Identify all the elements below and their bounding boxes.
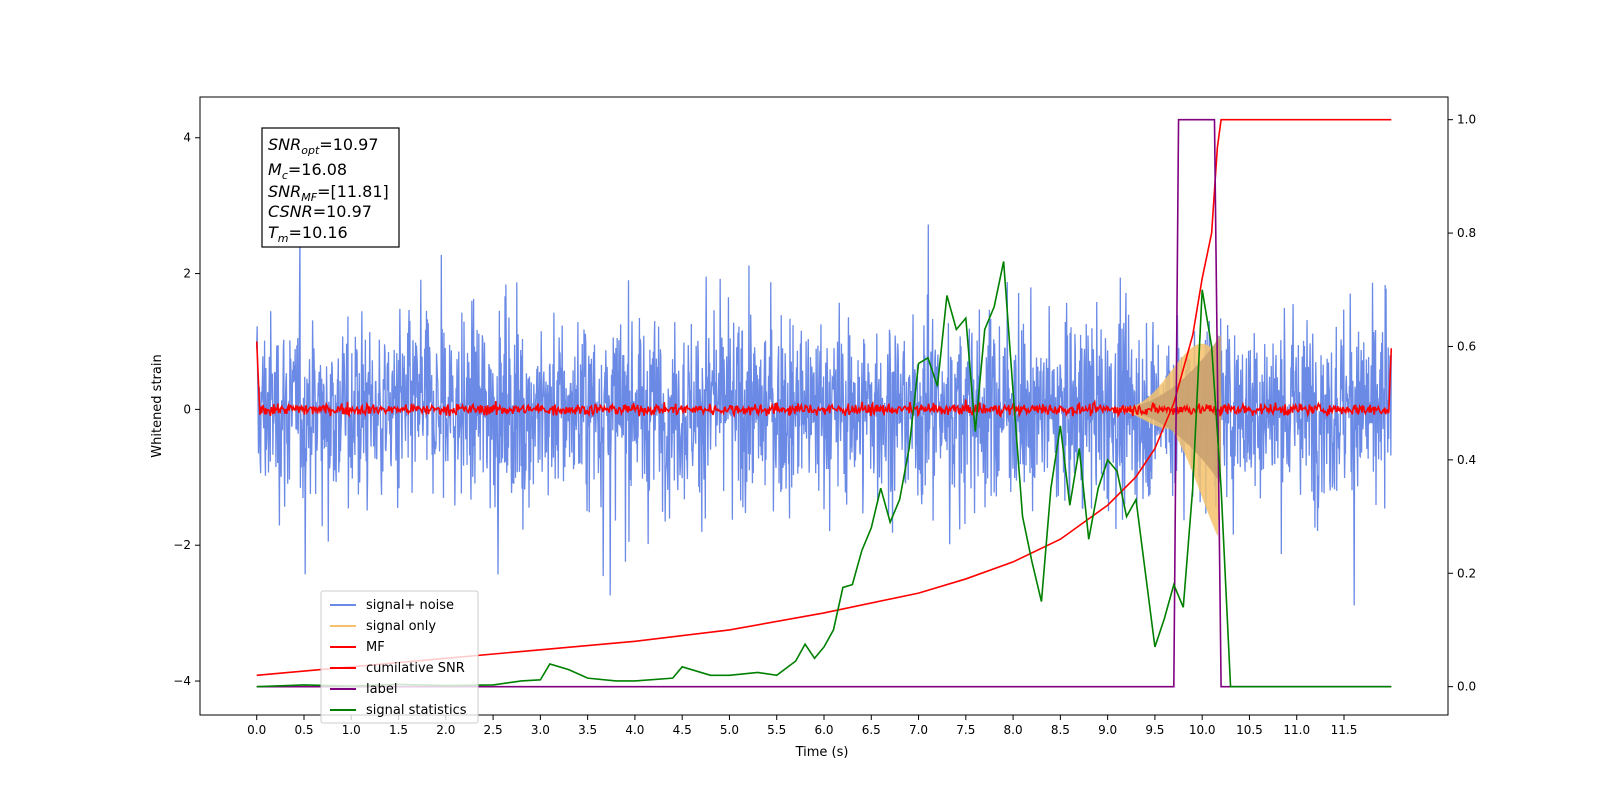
signal-statistics-line [256,261,1392,688]
annotation-csnr: CSNR=10.97 [268,202,372,221]
y-tick-label: 2 [183,267,191,281]
x-tick-label: 2.0 [436,723,455,737]
x-tick-label: 0.5 [294,723,313,737]
legend-label: signal statistics [366,703,467,718]
x-tick-label: 5.0 [720,723,739,737]
y2-tick-label: 0.4 [1457,453,1476,467]
x-tick-label: 2.5 [484,723,503,737]
x-tick-label: 8.5 [1051,723,1070,737]
legend-label: MF [366,640,385,655]
y-tick-label: −4 [173,674,191,688]
legend-label: label [366,682,397,697]
x-tick-label: 4.5 [673,723,692,737]
legend-label: signal only [366,619,436,634]
x-tick-label: 7.5 [956,723,975,737]
x-axis-ticks: 0.0 0.5 1.0 1.5 2.0 2.5 3.0 3.5 4.0 4.5 5.0 5.5 6.0 6… [247,715,1357,737]
x-tick-label: 1.0 [342,723,361,737]
x-tick-label: 0.0 [247,723,266,737]
y2-tick-label: 0.2 [1457,566,1476,580]
y2-tick-label: 0.0 [1457,680,1476,694]
legend-label: cumilative SNR [366,661,465,676]
annotation-snr-mf: SNRMF=[11.81] [268,182,389,204]
snr-annotation-box: SNRopt=10.97 Mc=16.08 SNRMF=[11.81] CSNR… [261,127,400,248]
annotation-tm: Tm=10.16 [268,223,348,245]
legend-label: signal+ noise [366,598,454,613]
x-tick-label: 10.0 [1189,723,1216,737]
x-tick-label: 10.5 [1236,723,1263,737]
legend: signal+ noise signal only MF cumilative SNR… [320,590,479,724]
x-tick-label: 4.0 [625,723,644,737]
y-axis-ticks: 4 2 0 −2 −4 [173,131,200,688]
y2-axis-ticks: 1.0 0.8 0.6 0.4 0.2 0.0 [1448,113,1476,694]
x-tick-label: 9.5 [1145,723,1164,737]
x-tick-label: 3.5 [578,723,597,737]
legend-frame [320,590,479,724]
mf-series [255,341,1393,419]
y-axis-label: Whitened strain [150,354,165,457]
cumulative-snr-line [256,118,1392,677]
x-tick-label: 11.0 [1283,723,1310,737]
x-tick-label: 5.5 [767,723,786,737]
x-tick-label: 1.5 [389,723,408,737]
x-tick-label: 11.5 [1331,723,1358,737]
x-tick-label: 3.0 [531,723,550,737]
x-tick-label: 6.0 [814,723,833,737]
y2-tick-label: 1.0 [1457,113,1476,127]
x-tick-label: 9.0 [1098,723,1117,737]
y2-tick-label: 0.6 [1457,339,1476,353]
x-tick-label: 6.5 [862,723,881,737]
mf-line [255,341,1393,419]
annotation-mc: Mc=16.08 [268,160,347,182]
x-tick-label: 7.0 [909,723,928,737]
right-axis-series [256,118,1392,688]
y-tick-label: 0 [183,402,191,416]
x-axis-label: Time (s) [795,745,849,760]
y2-tick-label: 0.8 [1457,226,1476,240]
annotation-snr-opt: SNRopt=10.97 [268,135,379,157]
y-tick-label: −2 [173,538,191,552]
x-tick-label: 8.0 [1004,723,1023,737]
y-tick-label: 4 [183,131,191,145]
